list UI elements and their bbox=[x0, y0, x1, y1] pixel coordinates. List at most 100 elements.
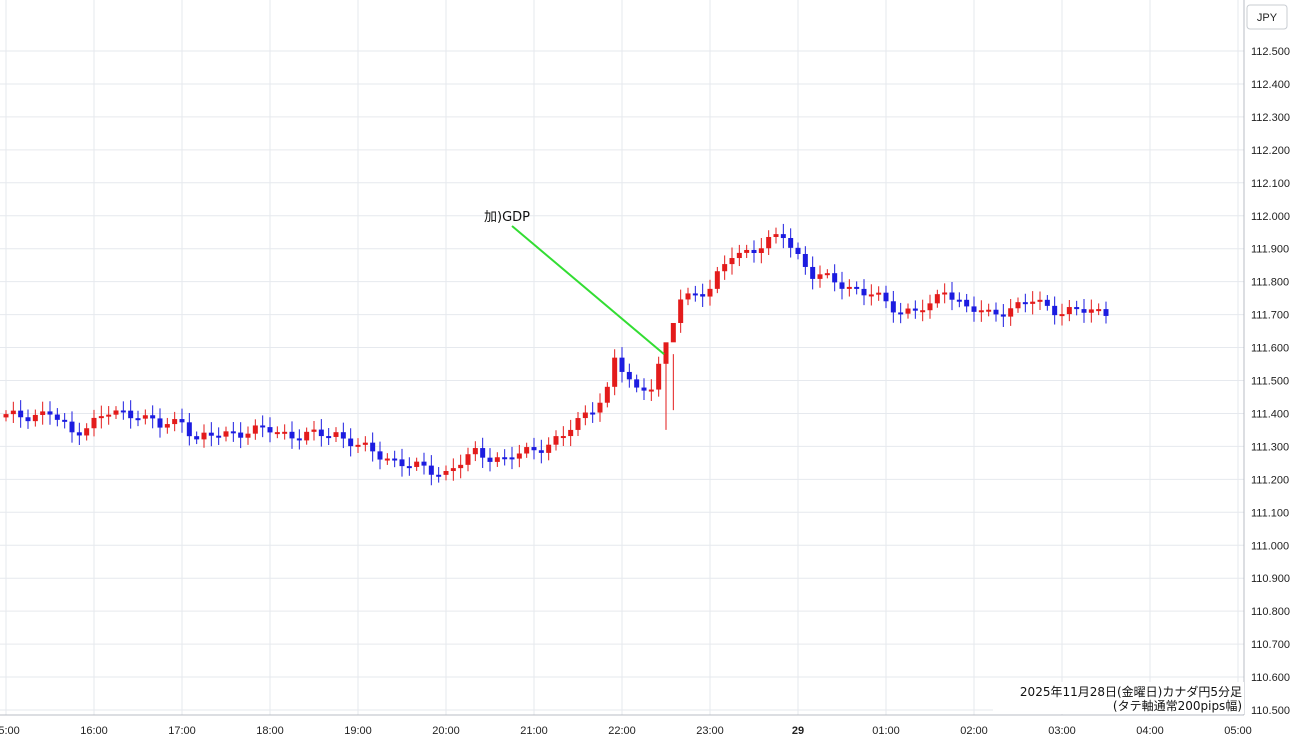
candle bbox=[1000, 304, 1006, 328]
candle bbox=[62, 413, 68, 429]
candle bbox=[348, 428, 354, 457]
candle bbox=[164, 417, 170, 434]
candle bbox=[194, 431, 200, 445]
candle bbox=[370, 432, 376, 462]
y-tick-label: 112.200 bbox=[1251, 145, 1290, 157]
candle bbox=[186, 412, 192, 446]
candle bbox=[450, 458, 456, 481]
candle bbox=[318, 419, 324, 447]
candle bbox=[656, 356, 662, 397]
candle bbox=[1052, 296, 1058, 325]
candle bbox=[18, 400, 24, 428]
candle bbox=[274, 426, 280, 439]
candle bbox=[311, 420, 317, 441]
x-tick-label: 22:00 bbox=[608, 725, 636, 737]
candle bbox=[934, 289, 940, 308]
y-tick-label: 112.000 bbox=[1251, 211, 1290, 223]
candle bbox=[128, 400, 134, 429]
candle bbox=[978, 300, 984, 322]
candle bbox=[238, 422, 244, 449]
candle bbox=[986, 303, 992, 317]
candle bbox=[1022, 293, 1028, 313]
candle bbox=[964, 293, 970, 313]
candle bbox=[568, 419, 574, 447]
y-axis-ticks: 112.500 112.400 112.300 112.200 112.100 112.0… bbox=[1251, 46, 1290, 717]
currency-label: JPY bbox=[1257, 12, 1278, 24]
candle bbox=[47, 401, 53, 425]
candle bbox=[362, 436, 368, 452]
candle bbox=[758, 237, 764, 264]
candle bbox=[729, 247, 735, 275]
y-tick-label: 111.700 bbox=[1251, 310, 1289, 322]
candle bbox=[692, 285, 698, 302]
candle bbox=[751, 240, 757, 263]
annotation-pointer-line bbox=[511, 225, 665, 355]
candle bbox=[634, 374, 640, 393]
y-tick-label: 110.600 bbox=[1251, 672, 1290, 684]
candle bbox=[223, 426, 229, 442]
y-tick-label: 111.400 bbox=[1251, 408, 1289, 420]
y-tick-label: 111.200 bbox=[1251, 474, 1289, 486]
candle bbox=[304, 427, 310, 445]
caption-background bbox=[993, 682, 1244, 714]
candle bbox=[289, 421, 295, 449]
candle bbox=[69, 411, 75, 443]
y-tick-label: 111.800 bbox=[1251, 277, 1289, 289]
candle bbox=[993, 302, 999, 322]
y-tick-label: 112.300 bbox=[1251, 112, 1290, 124]
candle bbox=[612, 349, 618, 396]
y-tick-label: 110.500 bbox=[1251, 705, 1290, 717]
candle bbox=[685, 287, 691, 306]
candle bbox=[443, 465, 449, 481]
candle bbox=[795, 242, 801, 260]
x-tick-label: 16:00 bbox=[80, 725, 108, 737]
candle bbox=[3, 410, 9, 422]
y-tick-label: 110.700 bbox=[1251, 639, 1290, 651]
currency-badge[interactable] bbox=[1246, 4, 1288, 30]
x-tick-label: 02:00 bbox=[960, 725, 988, 737]
candle bbox=[868, 284, 874, 306]
candle bbox=[839, 271, 845, 300]
y-tick-label: 111.900 bbox=[1251, 244, 1289, 256]
y-tick-label: 110.900 bbox=[1251, 573, 1290, 585]
candle bbox=[1066, 299, 1072, 322]
candle bbox=[890, 290, 896, 323]
candle bbox=[392, 450, 398, 468]
candle bbox=[157, 408, 163, 438]
candle bbox=[707, 279, 713, 306]
candle bbox=[414, 457, 420, 471]
candle bbox=[641, 378, 647, 400]
candle bbox=[252, 419, 258, 440]
candle bbox=[25, 409, 31, 429]
candle bbox=[604, 382, 610, 408]
candle bbox=[120, 401, 126, 420]
x-tick-label: 01:00 bbox=[872, 725, 900, 737]
candle bbox=[575, 411, 581, 437]
annotation-group: 加)GDP bbox=[484, 210, 665, 355]
candle bbox=[956, 292, 962, 308]
candle bbox=[32, 409, 38, 427]
candle bbox=[201, 424, 207, 448]
candle bbox=[736, 244, 742, 267]
candle bbox=[494, 452, 500, 467]
candle bbox=[582, 405, 588, 426]
candle bbox=[905, 303, 911, 319]
candle bbox=[516, 444, 522, 468]
x-tick-label: 17:00 bbox=[168, 725, 196, 737]
candle bbox=[355, 438, 361, 453]
candle bbox=[846, 279, 852, 297]
candle bbox=[106, 406, 112, 425]
candle bbox=[912, 300, 918, 319]
candle bbox=[458, 454, 464, 479]
candle bbox=[1059, 303, 1065, 326]
y-tick-label: 111.100 bbox=[1251, 507, 1289, 519]
grid-lines bbox=[0, 0, 1244, 715]
candle bbox=[678, 289, 684, 333]
candle bbox=[91, 409, 97, 437]
candle bbox=[216, 427, 222, 445]
candle bbox=[399, 448, 405, 477]
candle bbox=[619, 347, 625, 383]
y-tick-label: 111.000 bbox=[1251, 540, 1289, 552]
